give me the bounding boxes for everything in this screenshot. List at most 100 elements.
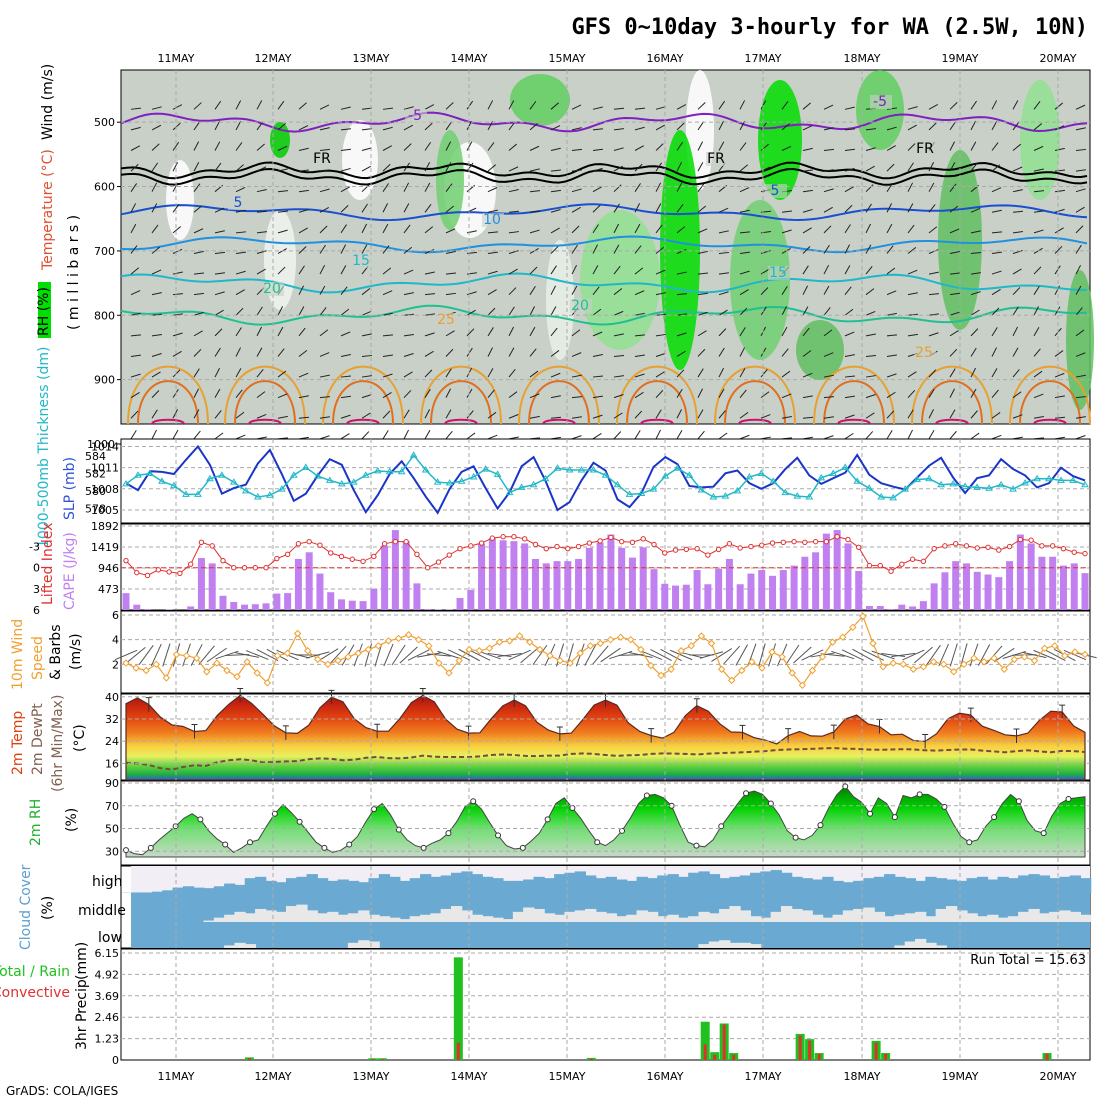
wind-barb [991, 368, 998, 378]
rh2m-point [1040, 830, 1047, 837]
wind-barb [991, 389, 999, 398]
precip-units: (mm) [74, 942, 90, 980]
cloud-cell [739, 910, 752, 922]
wind-barb [277, 415, 288, 419]
precip-tick-label: 6.15 [95, 947, 120, 960]
wind-barb [802, 208, 813, 213]
cloud-cell [461, 910, 473, 922]
wind-barb [1033, 393, 1044, 399]
temperature-contour [120, 167, 1088, 186]
wind-barb [676, 122, 685, 131]
wind-barb [256, 306, 263, 316]
boundary-layer-contour [626, 380, 688, 425]
wind-barb [739, 327, 746, 337]
wind10m-barb [926, 644, 941, 666]
wind-barb [487, 231, 498, 234]
lifted-index-point [241, 565, 248, 571]
wind-barb [298, 227, 308, 234]
wind-barb [613, 165, 623, 172]
wind-barb [571, 225, 580, 234]
cape-bar [585, 547, 593, 610]
wind-barb [1054, 306, 1061, 316]
cape-bar [1081, 573, 1089, 610]
wind-barb [655, 182, 662, 192]
wind-barb [739, 164, 749, 172]
cape-bar [747, 573, 755, 610]
wind-barb [949, 430, 957, 440]
wind-barb [214, 272, 225, 275]
wind-barb [1054, 395, 1065, 399]
cape-bar [919, 601, 927, 610]
rh-blob [580, 210, 660, 350]
wind-barb [823, 374, 834, 378]
lifted-index-point [134, 569, 140, 576]
wind-barb [613, 184, 622, 193]
wind-barb [235, 389, 243, 398]
wind-barb [1033, 306, 1039, 316]
cloud-cell [915, 938, 927, 948]
wind-barb [697, 183, 705, 192]
lifted-index-point [834, 534, 840, 540]
wind-barb [487, 120, 494, 131]
wind-barb [424, 204, 432, 213]
date-label-bottom: 11MAY [158, 1070, 195, 1083]
wind-barb [508, 347, 515, 357]
cloud-cell [688, 872, 700, 893]
wind10m-speed-line [122, 612, 1089, 690]
wind-barb [970, 141, 977, 151]
cloud-cell [244, 878, 257, 893]
wind-barb [718, 388, 725, 398]
wind-barb [550, 285, 557, 295]
wind-barb [550, 327, 558, 337]
date-label-top: 17MAY [745, 52, 782, 65]
wind-barb [277, 100, 285, 110]
li-tick-label: 3 [33, 583, 40, 596]
wind-barb [655, 371, 665, 378]
lifted-index-point [640, 536, 646, 542]
temperature-contour [120, 235, 1088, 254]
lifted-index-point [381, 541, 388, 547]
wind-barb [697, 388, 703, 398]
temp2m-units: (°C) [72, 724, 88, 752]
wind-barb [172, 203, 180, 213]
cloud-cell [945, 879, 958, 893]
wind10m-point [172, 650, 181, 659]
wind-barb [298, 189, 309, 193]
wind-barb [991, 327, 998, 337]
wind-barb [193, 272, 204, 275]
wind10m-point [445, 669, 453, 677]
lifted-index-point [985, 544, 991, 550]
wind-barb [592, 414, 603, 419]
contour-label-bg [436, 313, 458, 327]
wind-barb [487, 389, 495, 398]
lifted-index-point [478, 540, 485, 546]
wind-label: Wind (m/s) [40, 64, 56, 140]
wind-barb [1075, 264, 1082, 275]
wind-barb [571, 148, 582, 151]
cloud-cell [244, 944, 257, 948]
wind10m-barb [1033, 649, 1056, 661]
cloud-cell [677, 876, 690, 893]
thickness-point [1045, 474, 1053, 482]
wind10m-point [970, 654, 978, 662]
rh2m-point [222, 841, 229, 848]
contour-label-bg [228, 196, 250, 210]
wind-barb [1054, 189, 1065, 193]
cape-bar [1016, 534, 1024, 610]
cape-bar [887, 609, 895, 610]
lifted-index-point [780, 539, 786, 546]
cape-bar [542, 563, 550, 610]
wind-barb [361, 412, 371, 419]
wind-barb [319, 206, 329, 213]
thickness-point [649, 485, 658, 492]
wind10m-barb [669, 649, 693, 661]
cloud-cell [481, 916, 494, 922]
lifted-index-point [220, 557, 226, 564]
wind-barb [655, 352, 666, 357]
wind10m-point [495, 638, 504, 646]
thickness-point [889, 493, 898, 501]
wind10m-barb [448, 649, 471, 661]
cape-bar [499, 540, 507, 610]
wind-barb [151, 390, 160, 399]
wind-barb [970, 328, 979, 337]
